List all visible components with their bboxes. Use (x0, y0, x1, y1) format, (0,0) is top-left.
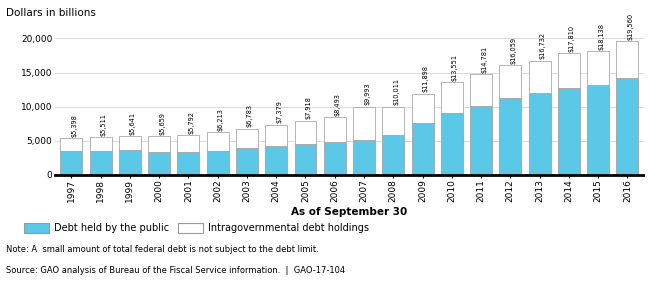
Bar (616, 41, 638, 78)
Bar (470, 74, 492, 106)
Bar (558, 53, 580, 88)
Bar (90, 151, 112, 175)
Text: $19,560: $19,560 (627, 13, 633, 40)
Text: $6,213: $6,213 (218, 108, 224, 131)
Bar (441, 113, 463, 175)
Bar (587, 85, 609, 175)
Bar (177, 135, 200, 152)
Bar (528, 93, 551, 175)
Bar (587, 51, 609, 85)
Text: $16,732: $16,732 (540, 32, 545, 59)
Bar (265, 125, 287, 146)
Text: Dollars in billions: Dollars in billions (6, 8, 96, 18)
Text: $5,792: $5,792 (188, 111, 194, 134)
Text: $16,059: $16,059 (510, 37, 516, 64)
Bar (148, 136, 170, 152)
Bar (236, 129, 258, 148)
Text: $5,398: $5,398 (72, 114, 77, 137)
Text: $9,993: $9,993 (364, 83, 370, 105)
Bar (236, 148, 258, 175)
Bar (382, 107, 404, 135)
Text: $13,551: $13,551 (452, 54, 458, 81)
Bar (90, 137, 112, 151)
Bar (353, 140, 375, 175)
Bar (411, 123, 434, 175)
Bar (294, 121, 317, 144)
Bar (207, 151, 229, 175)
Bar (207, 133, 229, 151)
Bar (265, 146, 287, 175)
Bar (499, 98, 521, 175)
Text: Source: GAO analysis of Bureau of the Fiscal Service information.  |  GAO-17-104: Source: GAO analysis of Bureau of the Fi… (6, 266, 346, 276)
Text: $6,783: $6,783 (247, 104, 253, 127)
Text: $5,511: $5,511 (101, 113, 107, 136)
Text: As of September 30: As of September 30 (291, 207, 408, 217)
Text: $5,659: $5,659 (159, 112, 165, 135)
Text: $10,011: $10,011 (393, 78, 399, 105)
Text: $14,781: $14,781 (481, 45, 487, 73)
Bar (119, 150, 141, 175)
Text: $8,493: $8,493 (335, 93, 341, 116)
Bar (353, 107, 375, 140)
Text: $18,138: $18,138 (598, 23, 604, 50)
Bar (499, 65, 521, 98)
Text: $17,810: $17,810 (569, 25, 575, 52)
Bar (324, 117, 346, 142)
Bar (148, 152, 170, 175)
Bar (60, 151, 83, 175)
Bar (441, 82, 463, 113)
Bar (324, 142, 346, 175)
Text: $7,918: $7,918 (306, 97, 311, 120)
Bar (558, 88, 580, 175)
Bar (528, 61, 551, 93)
Bar (382, 135, 404, 175)
Bar (177, 152, 200, 175)
Bar (294, 144, 317, 175)
Text: Note: A  small amount of total federal debt is not subject to the debt limit.: Note: A small amount of total federal de… (6, 245, 319, 254)
Bar (470, 106, 492, 175)
Text: $7,379: $7,379 (276, 100, 282, 123)
Text: $5,641: $5,641 (130, 112, 136, 135)
Bar (616, 78, 638, 175)
Legend: Debt held by the public, Intragovernmental debt holdings: Debt held by the public, Intragovernment… (24, 223, 369, 233)
Bar (60, 138, 83, 151)
Text: $11,898: $11,898 (422, 65, 428, 92)
Bar (411, 94, 434, 123)
Bar (119, 136, 141, 150)
